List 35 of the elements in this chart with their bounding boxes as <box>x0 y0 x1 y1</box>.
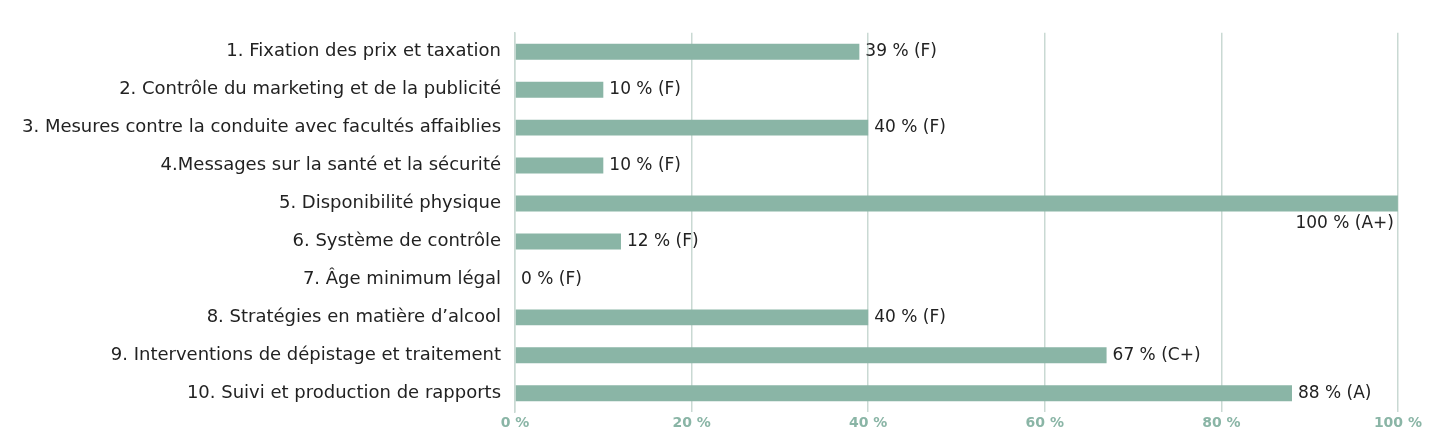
bar <box>515 119 869 136</box>
y-tick-label: 6. Système de contrôle <box>292 229 502 251</box>
bar <box>515 81 604 98</box>
y-tick-label: 9. Interventions de dépistage et traitement <box>110 342 502 364</box>
data-label: 100 % (A+) <box>1295 211 1394 232</box>
data-label: 12 % (F) <box>626 229 699 250</box>
x-tick-label: 60 % <box>1025 414 1064 431</box>
data-label: 10 % (F) <box>609 154 681 175</box>
x-tick-label: 100 % <box>1373 414 1422 431</box>
data-label: 0 % (F) <box>521 267 582 288</box>
data-label: 10 % (F) <box>609 78 681 99</box>
y-tick-label: 10. Suivi et production de rapports <box>186 380 502 402</box>
bar <box>515 157 604 174</box>
y-tick-label: 1. Fixation des prix et taxation <box>226 39 502 61</box>
data-label: 40 % (F) <box>874 116 946 137</box>
y-tick-label: 5. Disponibilité physique <box>278 191 502 213</box>
data-label: 39 % (F) <box>865 40 937 61</box>
y-tick-label: 7. Âge minimum légal <box>302 267 502 289</box>
bar <box>515 347 1107 364</box>
data-label: 67 % (C+) <box>1112 343 1201 364</box>
data-label: 40 % (F) <box>874 305 946 326</box>
bar <box>515 233 621 250</box>
y-tick-label: 2. Contrôle du marketing et de la publicité <box>119 77 502 99</box>
bar <box>515 43 860 60</box>
x-tick-label: 40 % <box>848 414 888 431</box>
bar <box>515 385 1292 402</box>
x-tick-label: 80 % <box>1202 414 1241 431</box>
bar <box>515 195 1398 212</box>
y-tick-label: 8. Stratégies en matière d’alcool <box>206 305 502 327</box>
y-tick-label: 3. Mesures contre la conduite avec facultés affaiblies <box>21 115 502 137</box>
x-tick-label: 20 % <box>672 414 711 431</box>
data-label: 88 % (A) <box>1297 381 1372 402</box>
x-tick-label: 0 % <box>500 414 530 431</box>
bar <box>515 309 869 326</box>
y-tick-label: 4.Messages sur la santé et la sécurité <box>160 153 502 175</box>
